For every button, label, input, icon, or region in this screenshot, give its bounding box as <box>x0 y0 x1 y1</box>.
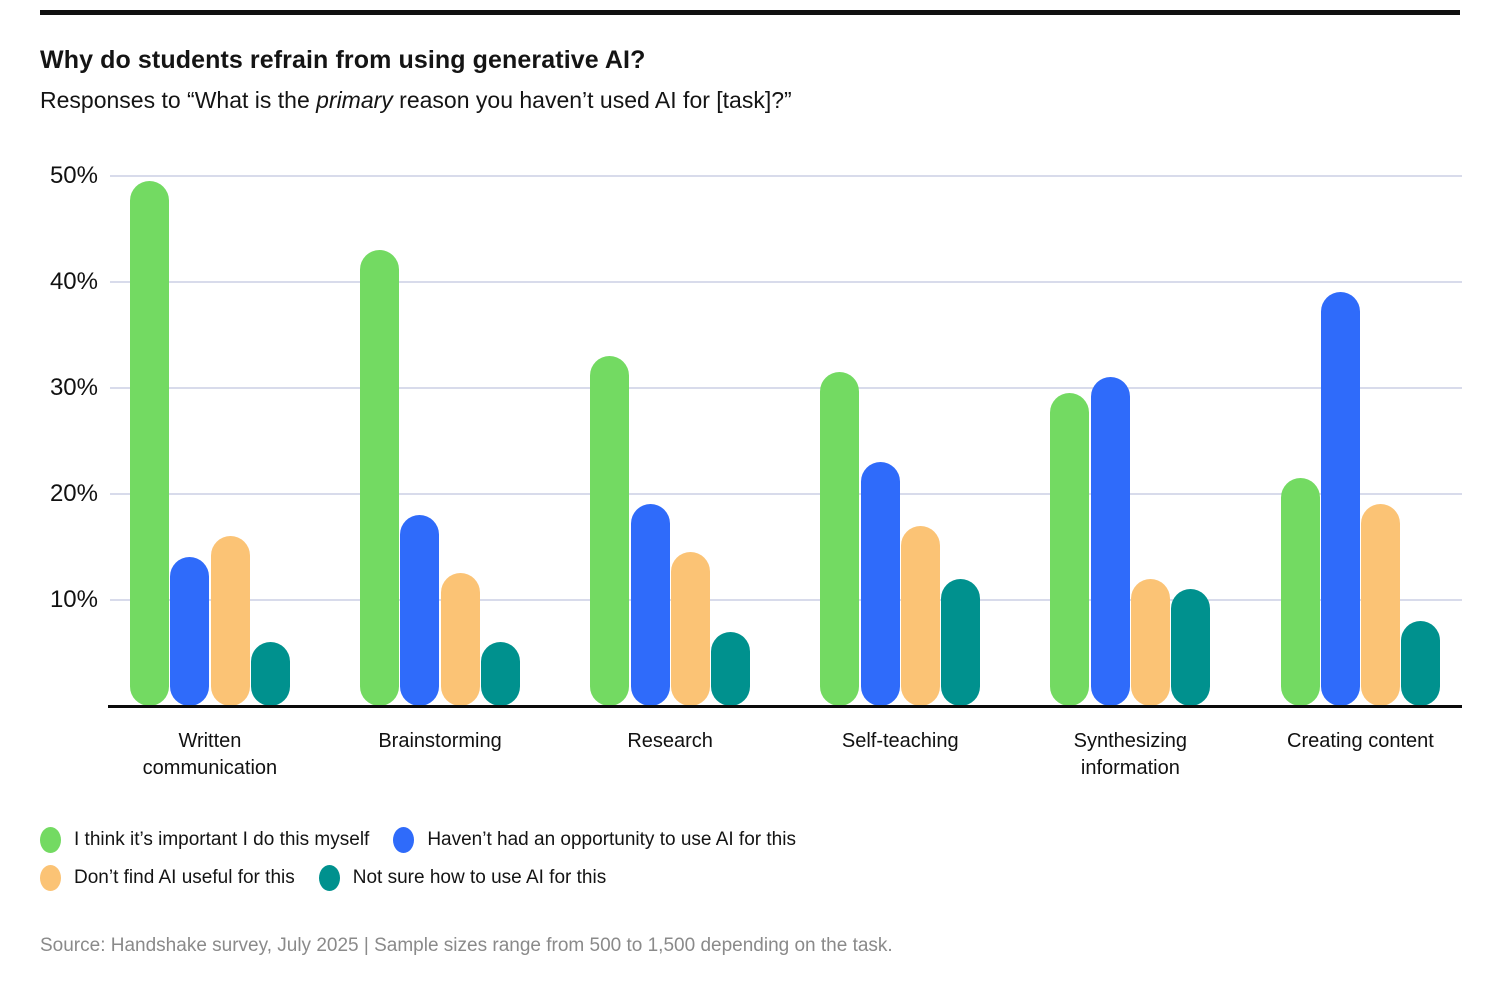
bar <box>900 525 940 706</box>
y-tick-label: 10% <box>49 585 98 613</box>
x-category-label: Research <box>627 730 713 752</box>
legend-row: I think it’s important I do this myself H… <box>40 825 820 855</box>
bar <box>400 515 440 706</box>
bar <box>481 642 520 706</box>
bar <box>1171 589 1211 706</box>
x-category-label: Brainstorming <box>378 730 502 752</box>
legend-item: I think it’s important I do this myself <box>40 827 369 853</box>
bar <box>1361 504 1401 706</box>
bar <box>860 461 900 706</box>
y-tick-label: 20% <box>49 479 98 507</box>
bar <box>170 557 210 706</box>
legend-item: Haven’t had an opportunity to use AI for… <box>393 827 796 853</box>
y-tick-label: 50% <box>49 161 98 189</box>
legend-row: Don’t find AI useful for this Not sure ho… <box>40 863 820 893</box>
gridline-10 <box>110 598 1462 601</box>
gridline-30 <box>110 386 1462 389</box>
bar <box>1280 477 1320 706</box>
bar <box>250 642 290 706</box>
gridline-20 <box>110 492 1462 495</box>
bar <box>130 180 169 706</box>
page-title: Why do students refrain from using gener… <box>40 46 646 74</box>
legend-item-label: Not sure how to use AI for this <box>352 867 607 888</box>
bar <box>590 355 630 706</box>
x-axis-line <box>108 705 1462 708</box>
bar <box>1320 292 1360 706</box>
legend-item-label: Haven’t had an opportunity to use AI for… <box>427 829 796 850</box>
x-category-label: Written communication <box>142 730 278 779</box>
x-category-label: Self-teaching <box>841 730 959 752</box>
subtitle-italic-word: primary <box>316 87 393 113</box>
bar <box>941 578 981 706</box>
bar <box>1050 393 1090 706</box>
gridline-50 <box>110 174 1462 177</box>
bar <box>1131 578 1170 706</box>
bar <box>1401 621 1441 706</box>
bar <box>711 631 751 706</box>
x-category-label: Synthesizing information <box>1073 730 1188 779</box>
source-note: Source: Handshake survey, July 2025 | Sa… <box>40 935 893 956</box>
legend-dot-icon <box>393 827 415 853</box>
y-tick-label: 30% <box>49 373 98 401</box>
legend-item: Not sure how to use AI for this <box>318 865 607 891</box>
bar <box>360 249 400 706</box>
bar <box>440 573 480 706</box>
subtitle-suffix: reason you haven’t used AI for [task]?” <box>392 87 792 113</box>
legend-item-label: I think it’s important I do this myself <box>74 829 370 850</box>
legend-dot-icon <box>40 827 61 853</box>
page-subtitle: Responses to “What is the primary reason… <box>40 87 792 114</box>
subtitle-prefix: Responses to “What is the <box>40 87 317 113</box>
legend-dot-icon <box>318 865 340 891</box>
top-rule <box>40 10 1460 15</box>
bar <box>630 504 670 706</box>
bar <box>210 536 250 706</box>
bar <box>1090 377 1130 706</box>
legend-dot-icon <box>40 865 61 891</box>
bar <box>670 552 710 706</box>
y-tick-label: 40% <box>49 267 98 295</box>
legend-item-label: Don’t find AI useful for this <box>74 867 295 888</box>
legend: I think it’s important I do this myself H… <box>40 825 820 893</box>
x-category-label: Creating content <box>1287 730 1434 752</box>
legend-item: Don’t find AI useful for this <box>40 865 295 891</box>
bar <box>820 371 860 706</box>
gridline-40 <box>110 280 1462 283</box>
